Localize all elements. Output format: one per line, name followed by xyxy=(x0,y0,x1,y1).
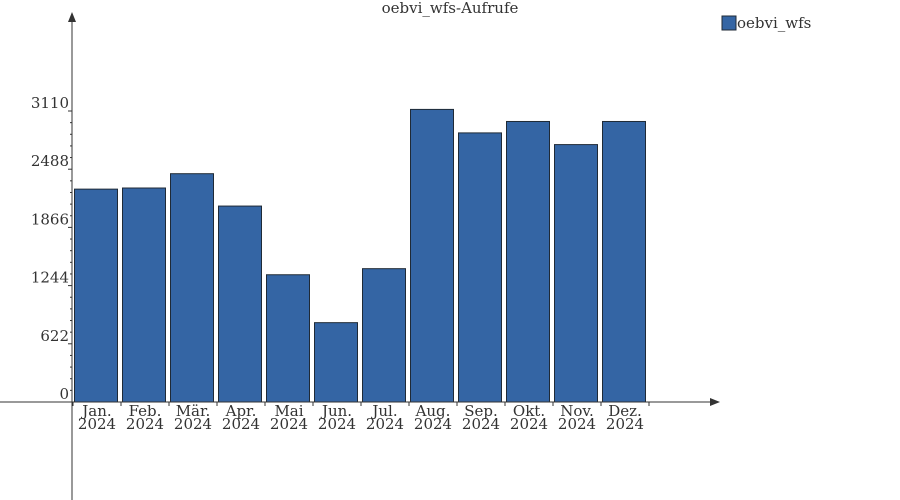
legend-label: oebvi_wfs xyxy=(737,14,811,32)
x-tick-label-year: 2024 xyxy=(558,415,596,433)
y-ticks-group: 0 622 1244 1866 2488 3110 xyxy=(31,94,72,403)
bar-jan xyxy=(74,188,118,403)
x-tick-label-month: Nov. xyxy=(560,402,594,420)
x-tick-label-month: Feb. xyxy=(129,402,162,420)
x-tick-label-month: Jun. xyxy=(320,402,352,420)
x-tick-label-year: 2024 xyxy=(126,415,164,433)
x-tick-label-year: 2024 xyxy=(606,415,644,433)
bar-sep xyxy=(458,132,502,403)
x-tick-label-year: 2024 xyxy=(174,415,212,433)
x-tick-label-year: 2024 xyxy=(366,415,404,433)
x-tick-label-year: 2024 xyxy=(222,415,260,433)
y-tick-label: 0 xyxy=(59,385,69,403)
bar-aug xyxy=(410,108,454,403)
x-tick-label-year: 2024 xyxy=(510,415,548,433)
y-tick-label: 2488 xyxy=(31,152,69,170)
legend: oebvi_wfs xyxy=(721,14,811,32)
x-ticks-group: Jan.2024Feb.2024Mär.2024Apr.2024Mai2024J… xyxy=(72,402,650,433)
bar-feb xyxy=(122,187,166,403)
bar-dez xyxy=(602,120,646,403)
chart-title: oebvi_wfs-Aufrufe xyxy=(382,0,519,17)
x-tick-label-month: Dez. xyxy=(608,402,642,420)
x-tick-label-month: Jul. xyxy=(370,402,397,420)
x-tick-label-year: 2024 xyxy=(462,415,500,433)
bar-jun xyxy=(314,322,358,403)
y-tick-label: 1866 xyxy=(31,210,69,228)
y-tick-label: 3110 xyxy=(31,94,69,112)
x-tick-label-year: 2024 xyxy=(318,415,356,433)
x-axis-arrow xyxy=(710,398,720,406)
x-tick-label-month: Apr. xyxy=(225,402,257,420)
x-tick-label-month: Aug. xyxy=(415,402,451,420)
y-tick-label: 622 xyxy=(40,327,69,345)
bar-nov xyxy=(554,144,598,403)
y-axis-arrow xyxy=(68,12,76,22)
bar-mai xyxy=(266,274,310,403)
bar-jul xyxy=(362,268,406,403)
bars-group xyxy=(74,108,646,403)
y-tick-label: 1244 xyxy=(31,269,69,287)
x-tick-label-month: Sep. xyxy=(464,402,498,420)
x-tick-label-month: Okt. xyxy=(513,402,545,420)
x-tick-label-year: 2024 xyxy=(270,415,308,433)
bar-okt xyxy=(506,120,550,403)
x-tick-label-month: Mai xyxy=(274,402,303,420)
bar-mär xyxy=(170,173,214,403)
bar-apr xyxy=(218,205,262,403)
x-tick-label-month: Jan. xyxy=(80,402,111,420)
x-tick-label-year: 2024 xyxy=(414,415,452,433)
x-tick-label-year: 2024 xyxy=(78,415,116,433)
legend-swatch xyxy=(721,15,737,31)
x-tick-label-month: Mär. xyxy=(176,402,211,420)
